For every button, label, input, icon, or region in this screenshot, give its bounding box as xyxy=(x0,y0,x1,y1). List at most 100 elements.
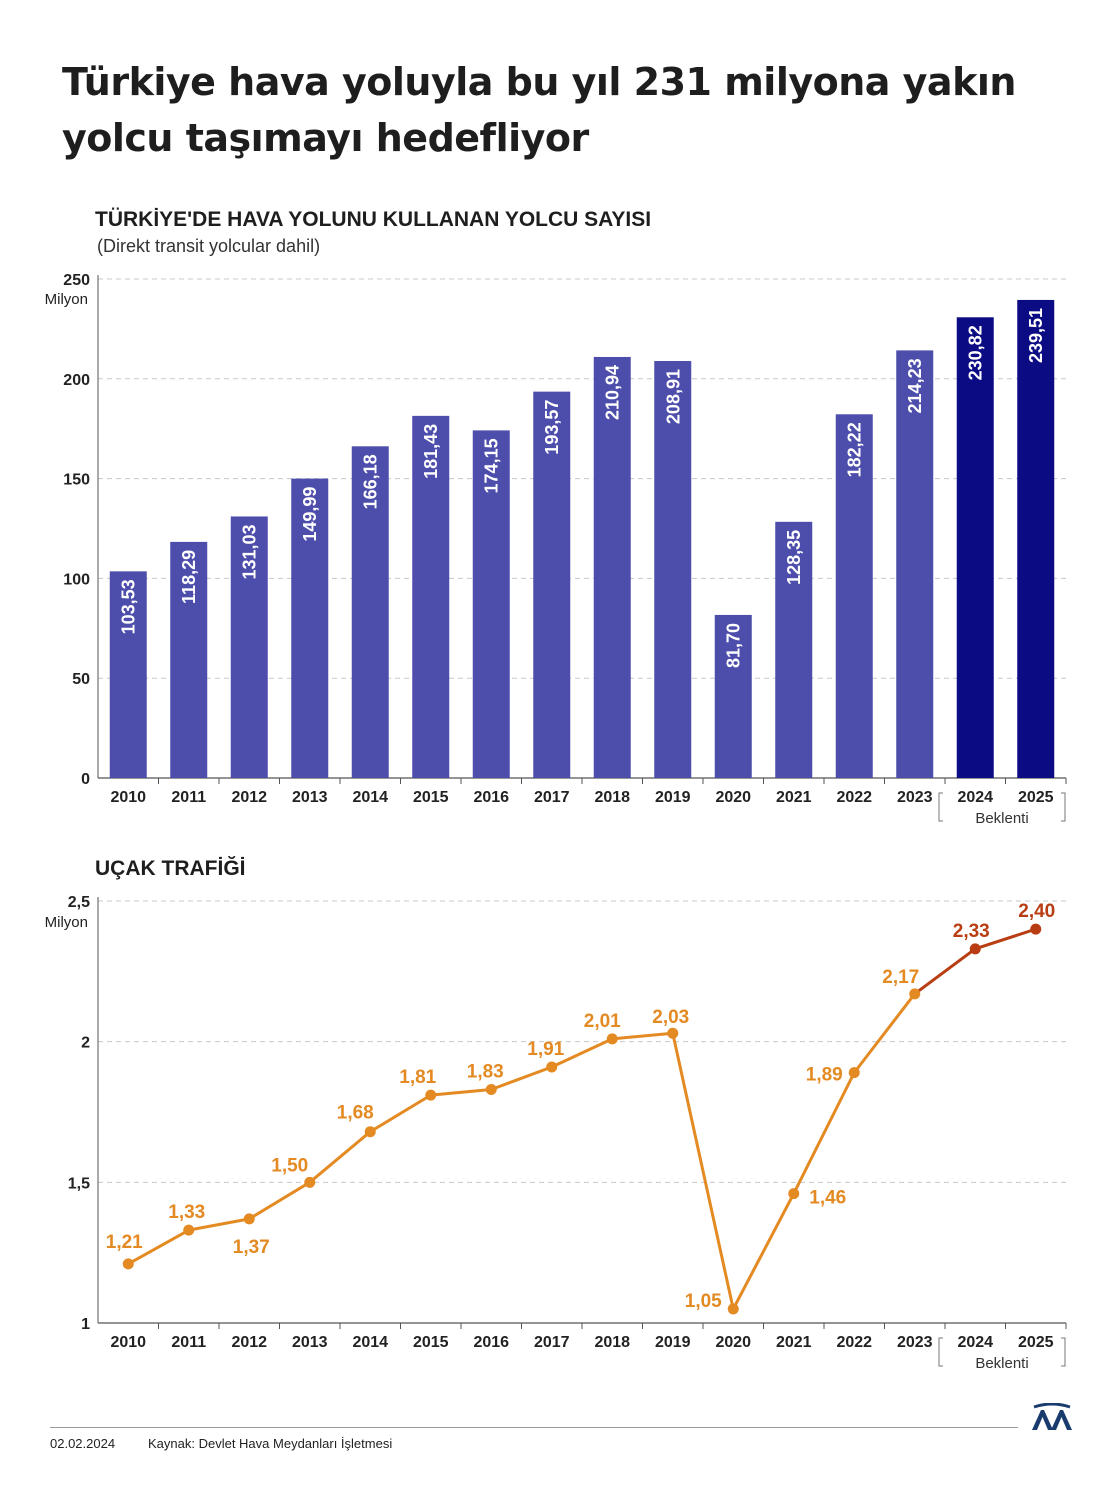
bar xyxy=(896,350,934,778)
bar-chart-note: (Direkt transit yolcular dahil) xyxy=(97,236,321,256)
point-value-label: 2,17 xyxy=(882,967,919,988)
y-axis-label: Milyon xyxy=(45,914,88,931)
bar xyxy=(351,446,389,778)
aa-logo-icon xyxy=(1032,1403,1072,1430)
line-point xyxy=(1030,923,1042,935)
x-tick-label: 2021 xyxy=(776,789,812,806)
point-value-label: 1,50 xyxy=(271,1155,308,1176)
x-tick-label: 2024 xyxy=(957,789,993,806)
x-tick-label: 2014 xyxy=(352,789,388,806)
x-tick-label: 2015 xyxy=(413,789,449,806)
bar-value-label: 118,29 xyxy=(179,550,199,604)
x-tick-label: 2022 xyxy=(836,789,872,806)
x-tick-label: 2011 xyxy=(171,1334,206,1351)
point-value-label: 2,03 xyxy=(652,1007,689,1028)
forecast-bracket-left xyxy=(938,1337,943,1367)
forecast-bracket-left xyxy=(938,792,943,822)
x-tick-label: 2024 xyxy=(957,1334,993,1351)
y-tick-label: 150 xyxy=(63,472,90,489)
x-tick-label: 2023 xyxy=(897,789,933,806)
bar xyxy=(472,430,510,778)
bar xyxy=(109,571,147,778)
y-tick-label: 1,5 xyxy=(68,1175,90,1192)
bar xyxy=(654,361,692,778)
bar xyxy=(170,541,208,778)
x-tick-label: 2025 xyxy=(1018,1334,1054,1351)
bar-value-label: 193,57 xyxy=(542,400,562,455)
point-value-label: 1,46 xyxy=(809,1188,846,1209)
logo-arc xyxy=(1033,1403,1071,1409)
line-point xyxy=(122,1258,134,1270)
line-point xyxy=(243,1213,255,1225)
bar-value-label: 214,23 xyxy=(905,358,925,413)
x-tick-label: 2022 xyxy=(836,1334,872,1351)
y-tick-label: 0 xyxy=(81,771,90,788)
bar-value-label: 230,82 xyxy=(966,325,986,380)
point-value-label: 1,89 xyxy=(806,1065,843,1086)
x-tick-label: 2023 xyxy=(897,1334,933,1351)
line-point xyxy=(969,943,981,955)
bar xyxy=(291,478,329,778)
line-point xyxy=(485,1083,497,1095)
line-point xyxy=(848,1067,860,1079)
x-tick-label: 2014 xyxy=(352,1334,388,1351)
forecast-bracket-right xyxy=(1061,792,1066,822)
forecast-label: Beklenti xyxy=(975,810,1028,827)
y-tick-label: 100 xyxy=(63,571,90,588)
line-point xyxy=(909,988,921,1000)
x-tick-label: 2012 xyxy=(231,1334,267,1351)
point-value-label: 1,21 xyxy=(106,1232,143,1253)
x-tick-label: 2010 xyxy=(110,1334,146,1351)
bar xyxy=(775,521,813,778)
x-tick-label: 2017 xyxy=(534,789,570,806)
bar-value-label: 174,15 xyxy=(482,438,502,493)
point-value-label: 1,37 xyxy=(233,1237,270,1258)
logo-letter-a-left xyxy=(1032,1410,1053,1430)
bar-value-label: 208,91 xyxy=(663,369,683,424)
x-tick-label: 2012 xyxy=(231,789,267,806)
bar-value-label: 131,03 xyxy=(240,524,260,579)
air-traffic-line-chart: 1 1,5 2 2,5 Milyon 1,21 2010 1,33 2011 1,37 2012 1,… xyxy=(45,894,1067,1372)
point-value-label: 1,91 xyxy=(527,1039,564,1060)
y-tick-label: 250 xyxy=(63,272,90,289)
line-point xyxy=(667,1027,679,1039)
forecast-label: Beklenti xyxy=(975,1355,1028,1372)
bar-value-label: 239,51 xyxy=(1026,308,1046,363)
line-point xyxy=(183,1224,195,1236)
line-point xyxy=(425,1089,437,1101)
series-line xyxy=(127,992,916,1311)
line-point xyxy=(364,1126,376,1138)
x-tick-label: 2016 xyxy=(473,1334,509,1351)
bar xyxy=(1017,299,1055,778)
point-value-label: 1,81 xyxy=(399,1067,436,1088)
y-axis-label: Milyon xyxy=(45,291,88,308)
y-tick-label: 1 xyxy=(81,1316,90,1333)
bar xyxy=(230,516,268,778)
x-tick-label: 2019 xyxy=(655,1334,691,1351)
bar xyxy=(593,356,631,778)
x-tick-label: 2011 xyxy=(171,789,206,806)
bar xyxy=(412,415,450,778)
bar-value-label: 166,18 xyxy=(361,454,381,509)
x-tick-label: 2016 xyxy=(473,789,509,806)
x-tick-label: 2019 xyxy=(655,789,691,806)
x-tick-label: 2015 xyxy=(413,1334,449,1351)
x-tick-label: 2018 xyxy=(594,1334,630,1351)
footer-date: 02.02.2024 xyxy=(50,1436,116,1451)
page-title: Türkiye hava yoluyla bu yıl 231 milyona … xyxy=(62,60,1016,160)
bar-value-label: 181,43 xyxy=(421,424,441,479)
bar-value-label: 149,99 xyxy=(300,487,320,542)
point-value-label: 2,40 xyxy=(1018,901,1055,922)
bar xyxy=(533,391,571,778)
bar-value-label: 210,94 xyxy=(603,365,623,420)
y-tick-label: 200 xyxy=(63,372,90,389)
bar-value-label: 103,53 xyxy=(119,579,139,634)
y-tick-label: 50 xyxy=(72,671,90,688)
line-chart-title: UÇAK TRAFİĞİ xyxy=(95,857,246,880)
x-tick-label: 2025 xyxy=(1018,789,1054,806)
line-point xyxy=(727,1303,739,1315)
x-tick-label: 2020 xyxy=(715,1334,751,1351)
bar-value-label: 128,35 xyxy=(784,530,804,585)
bar-value-label: 81,70 xyxy=(724,623,744,668)
line-point xyxy=(546,1061,558,1073)
